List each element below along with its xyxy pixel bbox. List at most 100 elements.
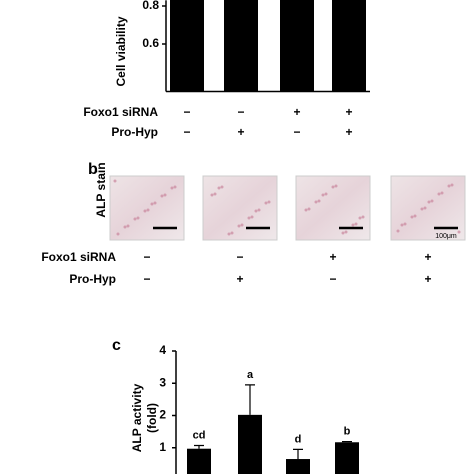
y-axis-label: Cell viability — [114, 16, 128, 86]
stain-spot — [247, 216, 251, 220]
stain-image — [202, 175, 278, 241]
stain-spot — [351, 223, 355, 227]
error-bar — [245, 384, 255, 415]
treatment-sign: + — [329, 250, 336, 264]
y-tick-label: 2 — [159, 408, 166, 422]
significance-label: b — [344, 426, 351, 438]
stain-spot — [146, 208, 150, 212]
error-bar — [342, 441, 352, 443]
treatment-sign: − — [237, 105, 244, 119]
stain-spot — [217, 186, 221, 190]
stain-spot — [321, 193, 325, 197]
stain-spot — [133, 217, 137, 221]
stain-spot — [237, 224, 241, 228]
stain-spot — [230, 231, 234, 235]
y-axis-label: ALP activity — [130, 383, 144, 452]
stain-spot — [396, 229, 400, 233]
stain-spot — [304, 208, 308, 212]
stain-spot — [170, 186, 174, 190]
treatment-sign: − — [143, 250, 150, 264]
stain-spot — [457, 230, 461, 234]
treatment-label: Pro-Hyp — [69, 272, 116, 286]
bar — [224, 0, 258, 92]
stain-image — [390, 175, 466, 241]
stain-image — [109, 175, 185, 241]
stain-spot — [317, 199, 321, 203]
stain-spot — [267, 200, 271, 204]
y-tick-label: 0.6 — [142, 36, 159, 50]
bar — [170, 0, 204, 92]
stain-spot — [341, 231, 345, 235]
y-axis-label: (fold) — [145, 403, 159, 433]
stain-spot — [257, 208, 261, 212]
treatment-label: Pro-Hyp — [111, 125, 158, 139]
stain-spot — [334, 184, 338, 188]
stain-spot — [403, 222, 407, 226]
y-tick-label: 1 — [159, 440, 166, 454]
significance-label: cd — [193, 429, 206, 441]
stain-images — [109, 175, 466, 241]
stain-spot — [116, 232, 120, 236]
treatment-sign: − — [293, 125, 300, 139]
stain-spot — [430, 199, 434, 203]
significance-label: a — [247, 369, 254, 381]
y-axis-label: ALP stain — [94, 162, 108, 217]
y-tick-label: 0.8 — [142, 0, 159, 12]
stain-spot — [331, 185, 335, 189]
bar — [280, 0, 314, 92]
stain-spot — [427, 200, 431, 204]
stain-spot — [220, 185, 224, 189]
error-bar — [293, 448, 303, 460]
stain-spot — [400, 223, 404, 227]
stain-spot — [450, 183, 454, 187]
bar — [187, 448, 211, 474]
treatment-sign: + — [424, 272, 431, 286]
bar — [286, 459, 310, 474]
stain-spot — [354, 222, 358, 226]
treatment-sign: − — [329, 272, 336, 286]
stain-spot — [213, 192, 217, 196]
stain-spot — [153, 201, 157, 205]
scale-bar-label: 100μm — [435, 233, 457, 240]
stain-spot — [307, 207, 311, 211]
stain-spot — [150, 202, 154, 206]
stain-spot — [420, 207, 424, 211]
treatment-label: Foxo1 siRNA — [83, 105, 158, 119]
stain-spot — [447, 184, 451, 188]
stain-spot — [437, 192, 441, 196]
treatment-sign: + — [345, 105, 352, 119]
stain-spot — [210, 193, 214, 197]
bar — [335, 442, 359, 474]
y-tick-label: 3 — [159, 375, 166, 389]
stain-spot — [361, 215, 365, 219]
bar — [332, 0, 366, 92]
treatment-sign: − — [236, 250, 243, 264]
stain-spot — [264, 201, 268, 205]
significance-label: d — [295, 433, 302, 445]
stain-spot — [126, 224, 130, 228]
stain-spot — [113, 179, 117, 183]
stain-spot — [136, 216, 140, 220]
panel-letter: b — [88, 161, 98, 178]
stain-spot — [344, 230, 348, 234]
panel-letter: c — [112, 337, 121, 354]
stain-spot — [314, 200, 318, 204]
error-bar — [194, 444, 204, 449]
stain-spot — [358, 216, 362, 220]
treatment-sign: + — [237, 125, 244, 139]
bar — [238, 414, 262, 474]
stain-spot — [240, 223, 244, 227]
treatment-label: Foxo1 siRNA — [41, 250, 116, 264]
stain-spot — [160, 194, 164, 198]
treatment-sign: + — [236, 272, 243, 286]
stain-spot — [163, 193, 167, 197]
stain-spot — [173, 185, 177, 189]
stain-spot — [227, 232, 231, 236]
treatment-sign: − — [183, 105, 190, 119]
treatment-sign: + — [293, 105, 300, 119]
stain-spot — [423, 206, 427, 210]
stain-spot — [143, 209, 147, 213]
stain-spot — [410, 215, 414, 219]
y-tick-label: 4 — [159, 343, 166, 357]
